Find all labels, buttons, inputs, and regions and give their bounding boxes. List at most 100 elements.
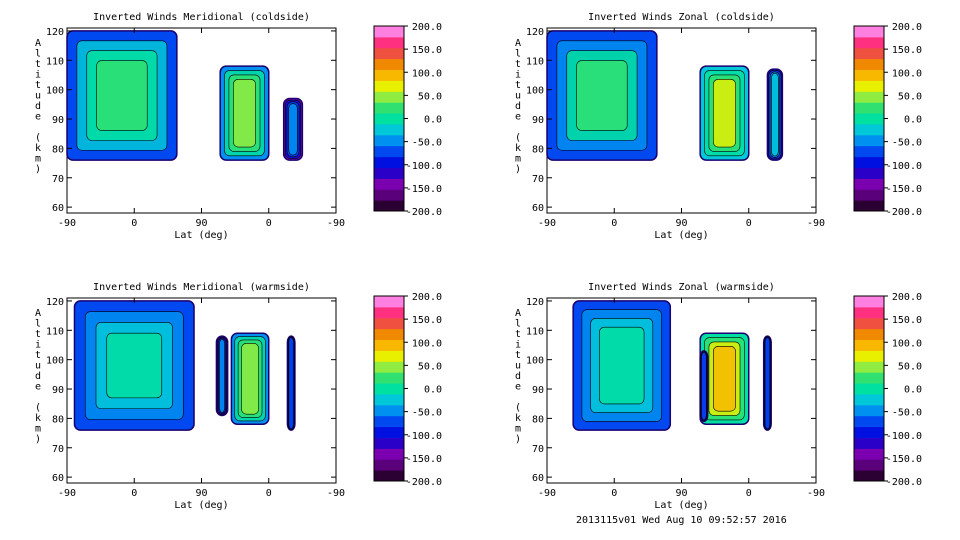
colorbar-label: 100.0: [892, 68, 922, 79]
colorbar-swatch: [854, 339, 884, 351]
colorbar-label: 50.0: [418, 361, 442, 372]
colorbar-swatch: [854, 69, 884, 81]
colorbar-swatch: [854, 134, 884, 147]
chart-title: Inverted Winds Zonal (warmside): [588, 282, 775, 293]
colorbar-swatch: [854, 102, 884, 114]
contour-line: [712, 346, 736, 412]
colorbar-swatch: [854, 350, 884, 362]
y-tick-label: 110: [46, 56, 64, 67]
colorbar-swatch: [854, 372, 884, 384]
colorbar-swatch: [374, 383, 404, 395]
colorbar-swatch: [374, 134, 404, 147]
contour-line: [712, 78, 736, 148]
y-tick-label: 60: [52, 203, 64, 214]
colorbar-swatch: [374, 317, 404, 330]
colorbar-swatch: [374, 306, 404, 319]
colorbar-swatch: [854, 404, 884, 417]
colorbar-swatch: [854, 437, 884, 449]
x-tick-label: -90: [807, 488, 825, 499]
colorbar-label: 200.0: [892, 292, 922, 303]
colorbar-swatch: [854, 317, 884, 330]
colorbar-swatch: [374, 470, 404, 482]
y-tick-label: 80: [52, 414, 64, 425]
colorbar-swatch: [854, 91, 884, 103]
chart-title: Inverted Winds Meridional (warmside): [93, 282, 310, 293]
colorbar-swatch: [854, 459, 884, 471]
contour-line: [701, 351, 707, 421]
y-tick-label: 90: [532, 115, 544, 126]
colorbar-label: 100.0: [412, 338, 442, 349]
x-tick-label: -90: [538, 488, 556, 499]
chart-panel-2: Inverted Winds Zonal (coldside) 60 70 80 90 1…: [515, 12, 922, 241]
colorbar-label: 200.0: [412, 22, 442, 33]
colorbar-swatch: [854, 296, 884, 308]
colorbar-swatch: [854, 470, 884, 482]
colorbar-swatch: [374, 415, 404, 428]
colorbar-swatch: [374, 113, 404, 125]
colorbar-label: -150.0: [886, 184, 922, 195]
colorbar-label: 200.0: [412, 292, 442, 303]
y-tick-label: 90: [52, 115, 64, 126]
colorbar-label: 0.0: [904, 115, 922, 126]
colorbar-swatch: [854, 415, 884, 428]
colorbar-label: 50.0: [898, 91, 922, 102]
colorbar-label: -150.0: [406, 454, 442, 465]
y-tick-label: 60: [52, 473, 64, 484]
x-tick-label: -90: [807, 218, 825, 229]
x-tick-label: 90: [195, 218, 207, 229]
colorbar-swatch: [374, 58, 404, 71]
colorbar-swatch: [374, 459, 404, 471]
colorbar-label: -50.0: [892, 408, 922, 419]
x-tick-label: 0: [746, 218, 752, 229]
colorbar-label: 150.0: [892, 315, 922, 326]
contour-line: [576, 60, 628, 131]
colorbar-label: -200.0: [406, 477, 442, 488]
colorbar-swatch: [854, 178, 884, 190]
chart-panel-1: Inverted Winds Meridional (coldside) 60 70…: [35, 12, 442, 241]
colorbar-swatch: [854, 145, 884, 158]
colorbar-label: -200.0: [406, 207, 442, 218]
colorbar-swatch: [854, 383, 884, 395]
y-tick-label: 70: [52, 174, 64, 185]
colorbar-swatch: [374, 328, 404, 341]
colorbar-swatch: [854, 26, 884, 38]
colorbar-swatch: [854, 80, 884, 92]
contour-line: [288, 337, 294, 430]
colorbar-label: 50.0: [418, 91, 442, 102]
colorbar-swatch: [854, 113, 884, 125]
x-tick-label: -90: [327, 218, 345, 229]
colorbar-label: 0.0: [904, 385, 922, 396]
x-tick-label: 90: [195, 488, 207, 499]
x-tick-label: 0: [266, 218, 272, 229]
y-tick-label: 110: [46, 326, 64, 337]
chart-title: Inverted Winds Meridional (coldside): [93, 12, 310, 23]
contour-line: [599, 326, 645, 405]
y-tick-label: 100: [46, 356, 64, 367]
y-tick-label: 70: [52, 444, 64, 455]
colorbar-swatch: [374, 426, 404, 438]
colorbar-swatch: [854, 328, 884, 341]
y-tick-label: 110: [526, 56, 544, 67]
contour-line: [219, 338, 225, 413]
colorbar-swatch: [374, 178, 404, 190]
colorbar-label: -150.0: [886, 454, 922, 465]
x-tick-label: -90: [538, 218, 556, 229]
x-tick-label: 90: [675, 488, 687, 499]
colorbar-label: 100.0: [892, 338, 922, 349]
colorbar-label: 100.0: [412, 68, 442, 79]
y-tick-label: 110: [526, 326, 544, 337]
colorbar-swatch: [854, 36, 884, 49]
x-axis-label: Lat (deg): [654, 230, 708, 241]
contour-line: [771, 72, 779, 157]
x-tick-label: -90: [327, 488, 345, 499]
colorbar-swatch: [374, 437, 404, 449]
colorbar-label: 150.0: [412, 45, 442, 56]
x-axis-label: Lat (deg): [174, 230, 228, 241]
colorbar-swatch: [374, 91, 404, 103]
x-tick-label: 0: [611, 218, 617, 229]
colorbar-swatch: [374, 350, 404, 362]
colorbar-swatch: [374, 448, 404, 460]
